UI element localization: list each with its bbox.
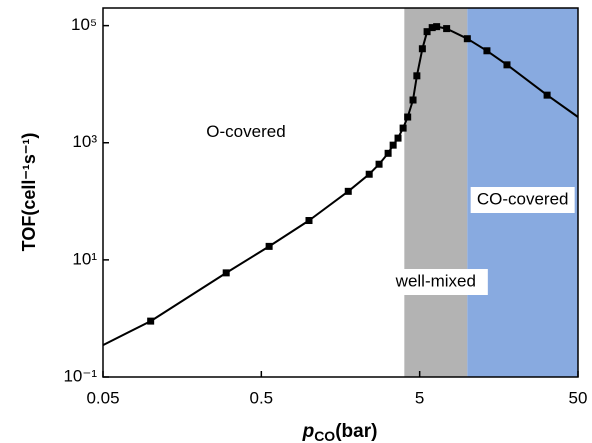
y-tick-label: 10¹	[72, 249, 97, 268]
marker	[344, 187, 352, 195]
region-label: well-mixed	[395, 271, 476, 290]
x-label-unit: (bar)	[335, 421, 377, 442]
label-background	[470, 187, 575, 213]
marker	[463, 35, 471, 43]
marker	[389, 141, 397, 149]
x-axis-label: pCO(bar)	[302, 421, 378, 443]
marker	[394, 134, 402, 142]
y-axis-label: TOF(cell⁻¹s⁻¹)	[19, 133, 39, 252]
marker	[413, 72, 421, 80]
marker	[147, 317, 155, 325]
annotation: O-covered	[206, 122, 285, 141]
region	[404, 8, 468, 377]
plot-frame	[102, 7, 579, 378]
marker	[409, 96, 417, 104]
x-tick-label: 5	[415, 388, 424, 407]
marker	[399, 124, 407, 132]
marker	[384, 149, 392, 157]
region-label: CO-covered	[477, 189, 569, 208]
marker	[305, 217, 313, 225]
marker	[265, 242, 273, 250]
marker	[423, 28, 431, 36]
marker	[404, 113, 412, 121]
x-label-symbol: p	[302, 421, 315, 442]
marker	[222, 269, 230, 277]
marker	[433, 23, 441, 31]
marker	[443, 25, 451, 33]
marker	[503, 61, 511, 69]
marker	[483, 47, 491, 55]
x-label-subscript: CO	[314, 428, 335, 443]
y-tick-label: 10⁻¹	[63, 366, 97, 385]
marker	[428, 24, 436, 32]
marker	[418, 45, 426, 53]
marker	[375, 160, 383, 168]
y-tick-label: 10³	[72, 132, 97, 151]
x-tick-label: 0.5	[250, 388, 274, 407]
x-tick-label: 50	[569, 388, 588, 407]
marker	[543, 91, 551, 99]
label-background	[383, 269, 488, 295]
marker	[365, 170, 373, 178]
y-tick-label: 10⁵	[71, 15, 97, 34]
x-tick-label: 0.05	[86, 388, 119, 407]
